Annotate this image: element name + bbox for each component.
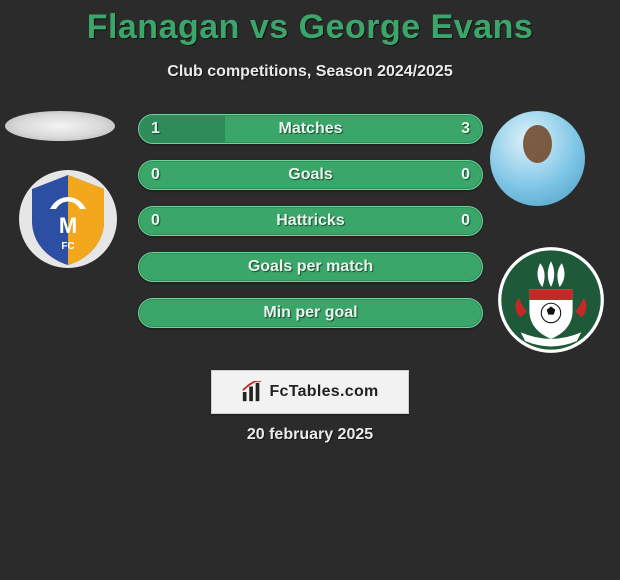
svg-text:M: M — [59, 213, 77, 238]
chart-icon — [241, 381, 263, 403]
right-club-crest — [497, 246, 605, 354]
stat-bar-goals-per-match: Goals per match — [138, 252, 483, 282]
stat-label: Goals — [139, 161, 482, 189]
stat-bar-goals: 0 Goals 0 — [138, 160, 483, 190]
stat-value-right: 0 — [461, 207, 470, 235]
brand-text: FcTables.com — [269, 383, 378, 401]
shield-icon — [497, 246, 605, 354]
left-club-crest: M FC — [18, 169, 118, 269]
main-area: M FC — [0, 111, 620, 371]
left-player-avatar — [5, 111, 115, 141]
date-text: 20 february 2025 — [0, 426, 620, 444]
stat-label: Goals per match — [139, 253, 482, 281]
page-title: Flanagan vs George Evans — [0, 0, 620, 47]
stat-bar-matches: 1 Matches 3 — [138, 114, 483, 144]
right-player-avatar — [490, 111, 585, 206]
brand-badge: FcTables.com — [211, 370, 409, 414]
stat-value-right: 3 — [461, 115, 470, 143]
stat-bar-min-per-goal: Min per goal — [138, 298, 483, 328]
svg-text:FC: FC — [61, 241, 74, 252]
shield-icon: M FC — [18, 169, 118, 269]
stat-bars: 1 Matches 3 0 Goals 0 0 Hattricks 0 Goal… — [138, 114, 483, 344]
stat-label: Min per goal — [139, 299, 482, 327]
stat-label: Matches — [139, 115, 482, 143]
stat-label: Hattricks — [139, 207, 482, 235]
comparison-infographic: Flanagan vs George Evans Club competitio… — [0, 0, 620, 580]
stat-value-right: 0 — [461, 161, 470, 189]
page-subtitle: Club competitions, Season 2024/2025 — [0, 63, 620, 81]
stat-bar-hattricks: 0 Hattricks 0 — [138, 206, 483, 236]
